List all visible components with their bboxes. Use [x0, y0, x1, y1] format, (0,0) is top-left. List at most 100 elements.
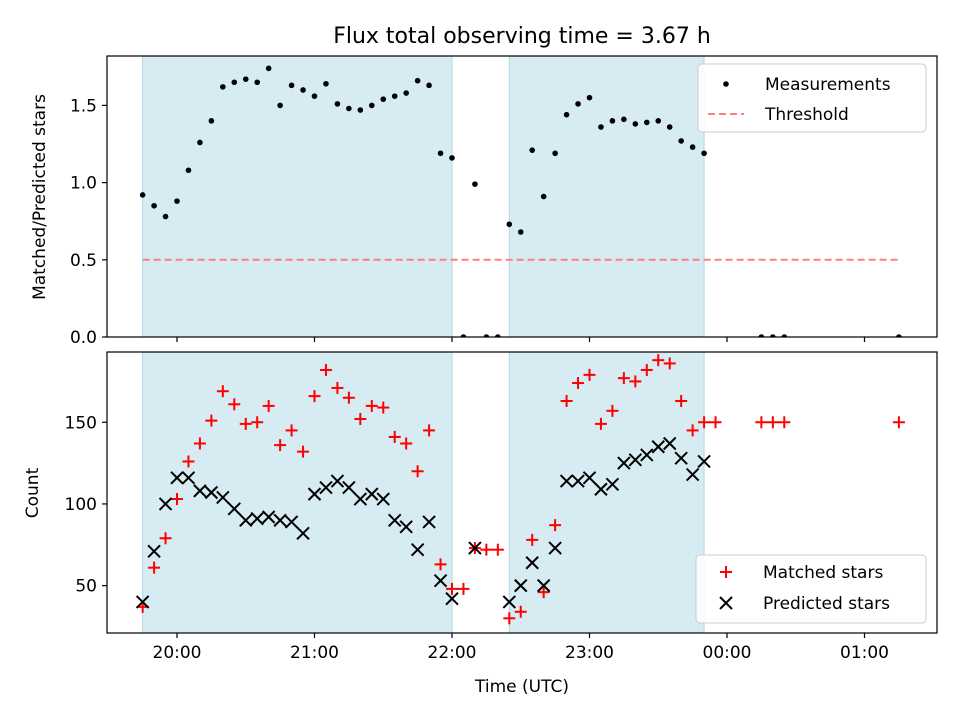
measurement-point [575, 101, 581, 107]
matched-star-point [342, 391, 355, 404]
matched-star-point [400, 437, 413, 450]
predicted-star-point [330, 474, 345, 488]
matched-star-point [319, 363, 332, 376]
figure-title: Flux total observing time = 3.67 h [333, 24, 711, 49]
top-y-tick-label: 0.0 [70, 328, 97, 348]
bottom-y-tick-label: 150 [65, 413, 97, 433]
predicted-star-point [594, 482, 608, 496]
measurement-point [609, 118, 616, 124]
measurement-point [449, 155, 455, 161]
matched-star-point [537, 586, 550, 599]
measurement-point [426, 82, 432, 89]
bottom-x-ticks: 20:00 21:00 22:00 23:00 00:00 01:00 [153, 633, 889, 663]
measurement-point [472, 181, 478, 187]
matched-star-point [148, 561, 161, 574]
predicted-star-point [502, 595, 516, 609]
x-tick-label: 20:00 [153, 643, 202, 663]
predicted-star-point [548, 541, 562, 555]
measurement-point [781, 334, 788, 337]
top-legend: Measurements Threshold [697, 63, 927, 133]
measurement-point [758, 334, 765, 337]
measurement-point [437, 150, 444, 157]
predicted-star-point [296, 526, 310, 541]
bottom-shaded-interval [142, 352, 453, 633]
predicted-star-point [468, 541, 482, 555]
predicted-star-point [582, 471, 597, 485]
x-tick-label: 00:00 [703, 643, 752, 663]
x-axis-label: Time (UTC) [474, 677, 569, 697]
measurement-point [334, 101, 341, 107]
matched-star-point [411, 465, 424, 478]
predicted-star-point [319, 480, 333, 495]
matched-star-point [446, 582, 458, 595]
measurement-point [896, 334, 902, 337]
predicted-star-point [410, 542, 425, 557]
predicted-star-point [445, 591, 459, 606]
predicted-star-point [525, 556, 539, 570]
predicted-star-point [135, 595, 150, 609]
predicted-star-point [342, 480, 356, 495]
top-shaded-intervals [142, 56, 705, 337]
predicted-star-point [204, 485, 219, 500]
matched-star-point [617, 372, 630, 385]
measurement-point [770, 334, 776, 337]
measurement-point [368, 102, 375, 109]
predicted-star-point [273, 513, 287, 527]
matched-star-point [457, 582, 470, 595]
matched-star-point [892, 416, 905, 429]
predicted-star-point [261, 510, 276, 524]
predicted-star-point [307, 487, 322, 501]
predicted-star-point [422, 515, 436, 529]
matched-star-point [228, 398, 241, 411]
matched-star-point [171, 493, 183, 506]
measurement-point [403, 90, 409, 96]
matched-star-point [365, 399, 378, 412]
matched-star-point [205, 414, 218, 427]
measurement-point [586, 94, 593, 101]
top-panel: 0.0 0.5 1.0 1.5 Matched/Predicted stars Mea… [30, 55, 938, 348]
top-axes-frame [106, 55, 938, 338]
measurement-point [254, 79, 261, 86]
legend-measurements-label: Measurements [765, 75, 891, 95]
matched-star-point [698, 416, 711, 429]
predicted-star-point [365, 487, 379, 501]
predicted-star-point [640, 448, 654, 462]
matched-star-point [503, 612, 516, 625]
bottom-legend-box [695, 554, 927, 624]
predicted-star-point [651, 440, 665, 454]
measurement-point [460, 334, 467, 337]
x-tick-label: 23:00 [565, 643, 614, 663]
predicted-star-point [181, 471, 196, 485]
predicted-star-point [571, 474, 585, 488]
predicted-star-point [250, 511, 264, 526]
matched-star-point [640, 363, 653, 376]
measurement-point [391, 93, 398, 99]
bottom-data-marks [135, 354, 905, 625]
legend-predicted-marker [719, 596, 733, 610]
matched-star-point [526, 533, 539, 546]
predicted-star-point [674, 451, 688, 465]
matched-star-point [354, 412, 367, 425]
predicted-star-point [628, 453, 643, 467]
matched-star-point [629, 375, 642, 388]
matched-star-point [159, 532, 172, 545]
x-tick-label: 01:00 [840, 643, 889, 663]
measurement-point [139, 192, 146, 198]
predicted-star-point [399, 520, 413, 534]
predicted-star-point [193, 484, 207, 498]
top-legend-box [697, 63, 927, 133]
measurement-point [689, 144, 696, 150]
measurement-point [311, 93, 318, 99]
matched-star-point [755, 416, 768, 429]
measurement-point [655, 118, 662, 124]
legend-matched-marker [720, 566, 732, 578]
measurement-point [517, 229, 524, 235]
predicted-star-point [227, 502, 241, 516]
measurement-point [380, 96, 387, 103]
bottom-axes-frame [106, 351, 938, 634]
predicted-star-point [617, 456, 631, 470]
predicted-star-point [536, 578, 551, 593]
matched-star-point [514, 605, 527, 618]
